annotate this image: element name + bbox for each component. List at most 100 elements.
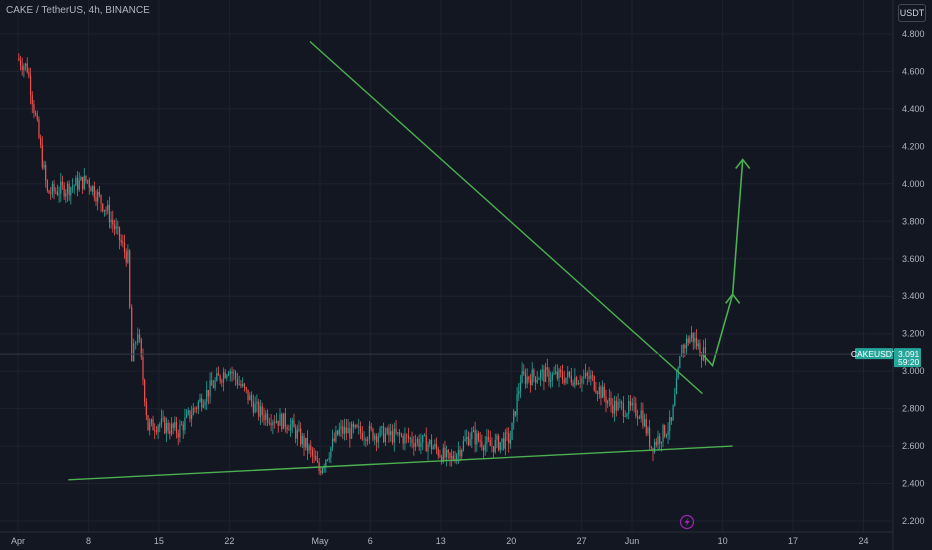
- candle-body: [560, 369, 562, 373]
- candle-body: [487, 436, 490, 440]
- candle-body: [504, 432, 506, 449]
- candle-body: [315, 455, 317, 461]
- candle-body: [684, 345, 686, 349]
- candle-body: [45, 164, 47, 181]
- candle-body: [411, 438, 413, 444]
- candle-body: [87, 180, 89, 182]
- candle-body: [576, 377, 578, 385]
- candle-body: [95, 197, 97, 202]
- time-axis[interactable]: Apr 8 15 22 May 6 13 20 27 Jun 10 17 24: [0, 531, 893, 546]
- candle-body: [293, 420, 295, 428]
- candle-body: [333, 438, 335, 441]
- candlestick-series: [18, 53, 707, 476]
- candle-body: [83, 175, 85, 190]
- candle-body: [432, 447, 434, 450]
- candle-body: [28, 72, 30, 77]
- candle-body: [354, 425, 356, 428]
- candle-body: [103, 209, 105, 212]
- candle-body: [416, 439, 418, 443]
- candle-body: [70, 187, 72, 196]
- candle-body: [528, 376, 530, 380]
- candle-body: [107, 205, 109, 211]
- candle-body: [165, 422, 168, 434]
- candle-body: [316, 460, 319, 463]
- time-tick-label: 22: [224, 536, 234, 546]
- candle-body: [93, 185, 95, 198]
- candle-body: [539, 371, 542, 379]
- candle-body: [142, 356, 144, 381]
- candle-body: [85, 175, 87, 181]
- symbol-title: CAKE / TetherUS, 4h, BINANCE: [6, 5, 150, 16]
- candle-body: [284, 413, 286, 427]
- candle-body: [561, 372, 564, 380]
- candle-body: [78, 180, 80, 190]
- candle-body: [254, 403, 256, 413]
- flash-icon-ring: [679, 514, 695, 530]
- candle-body: [133, 343, 135, 362]
- price-tick-label: 4.600: [902, 66, 925, 76]
- candle-body: [516, 394, 518, 416]
- candle-body: [642, 410, 644, 427]
- candle-body: [80, 177, 82, 181]
- candle-body: [229, 371, 231, 374]
- candle-body: [697, 343, 699, 347]
- symbol-tag-label: CAKEUSDT: [851, 349, 897, 359]
- candle-body: [665, 435, 667, 437]
- candle-body: [545, 367, 547, 382]
- candle-body: [524, 373, 527, 384]
- time-tick-label: 27: [577, 536, 587, 546]
- candle-body: [211, 380, 213, 386]
- candle-body: [110, 219, 112, 223]
- candle-body: [321, 468, 324, 474]
- candle-body: [399, 432, 401, 436]
- candle-body: [38, 119, 40, 138]
- candle-body: [391, 431, 394, 443]
- candle-body: [536, 379, 538, 383]
- candle-body: [145, 401, 147, 416]
- candle-body: [122, 242, 124, 244]
- candle-body: [81, 177, 84, 190]
- candle-body: [704, 347, 707, 363]
- time-tick-label: 6: [368, 536, 373, 546]
- candle-body: [286, 426, 288, 430]
- candle-body: [131, 307, 133, 362]
- price-axis[interactable]: 2.200 2.400 2.600 2.800 3.000 3.200 3.400 3.600…: [892, 0, 925, 550]
- candle-body: [574, 377, 576, 386]
- candle-body: [226, 375, 228, 379]
- candle-body: [372, 428, 374, 440]
- candle-body: [335, 430, 337, 441]
- candle-body: [494, 439, 496, 453]
- currency-button[interactable]: USDT: [898, 4, 926, 22]
- candle-body: [26, 63, 28, 73]
- candle-body: [227, 373, 230, 376]
- candle-body: [593, 376, 595, 391]
- candle-body: [300, 428, 302, 445]
- candle-body: [259, 406, 262, 417]
- candle-body: [175, 422, 178, 434]
- flash-icon[interactable]: [679, 514, 695, 530]
- candle-body: [245, 387, 247, 390]
- candle-body: [595, 390, 597, 393]
- candle-body: [581, 377, 583, 384]
- candle-body: [249, 395, 251, 401]
- candle-body: [320, 470, 322, 474]
- candle-body: [523, 371, 525, 374]
- candle-body: [583, 376, 585, 378]
- candle-body: [446, 450, 448, 458]
- candle-body: [313, 455, 315, 457]
- candle-body: [88, 180, 90, 188]
- candle-body: [572, 382, 574, 386]
- candle-body: [201, 398, 203, 408]
- candle-body: [187, 410, 189, 414]
- candle-body: [177, 433, 179, 438]
- time-tick-label: 20: [506, 536, 516, 546]
- candle-body: [194, 408, 196, 409]
- candle-body: [256, 401, 258, 404]
- candle-body: [48, 190, 50, 194]
- candle-body: [155, 431, 158, 433]
- candle-body: [338, 428, 340, 435]
- candle-body: [669, 417, 671, 432]
- candle-body: [588, 375, 590, 380]
